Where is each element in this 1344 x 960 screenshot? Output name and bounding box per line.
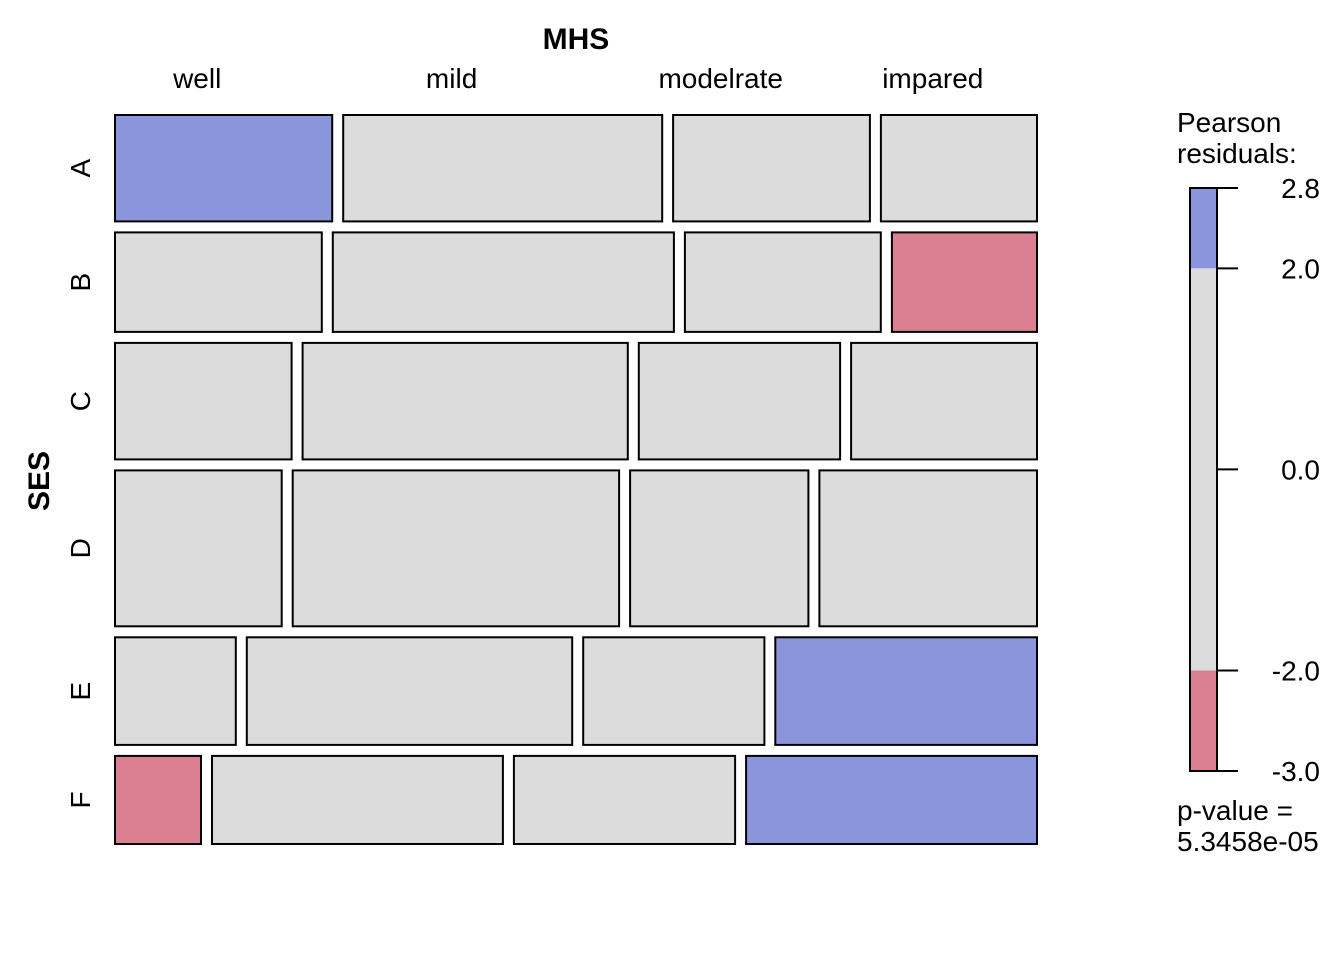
row-variable-label: SES xyxy=(23,451,56,511)
legend-color-bar xyxy=(1189,187,1218,772)
legend-tick-label: 0.0 xyxy=(1281,454,1320,485)
column-variable-label: MHS xyxy=(543,23,610,56)
row-label-C: C xyxy=(65,391,96,411)
legend-title-line1: Pearson xyxy=(1177,107,1281,138)
column-label-mild: mild xyxy=(426,63,477,94)
tile-B-well xyxy=(114,231,323,333)
legend-tick-label: 2.0 xyxy=(1281,253,1320,284)
legend-tick-label: -3.0 xyxy=(1272,756,1320,787)
tile-A-modelrate xyxy=(672,114,871,223)
p-value: 5.3458e-05 xyxy=(1177,826,1319,857)
column-label-modelrate: modelrate xyxy=(658,63,783,94)
legend-bar-frame xyxy=(1189,187,1218,772)
tile-C-mild xyxy=(301,341,629,461)
p-value-label: p-value = xyxy=(1177,795,1293,826)
tile-D-impared xyxy=(818,469,1039,628)
legend-tick-label: 2.8 xyxy=(1281,173,1320,204)
row-label-F: F xyxy=(65,791,96,808)
column-labels: well mild modelrate impared xyxy=(172,63,983,94)
row-label-E: E xyxy=(65,682,96,701)
legend-segment-negative xyxy=(1190,670,1217,771)
legend-ticks: 2.8 2.0 0.0 -2.0 -3.0 xyxy=(1217,173,1320,787)
tile-A-mild xyxy=(342,114,664,223)
legend-segment-positive xyxy=(1190,188,1217,269)
tile-F-mild xyxy=(211,754,504,846)
tile-F-impared xyxy=(745,754,1038,846)
tile-E-mild xyxy=(245,636,574,746)
row-label-B: B xyxy=(65,273,96,292)
tile-A-impared xyxy=(879,114,1039,223)
tile-A-well xyxy=(114,114,334,223)
tile-C-well xyxy=(114,341,293,461)
legend-title-line2: residuals: xyxy=(1177,138,1297,169)
tile-F-well xyxy=(114,754,202,846)
legend-tick-label: -2.0 xyxy=(1272,656,1320,687)
tile-D-mild xyxy=(291,469,621,628)
tile-E-modelrate xyxy=(582,636,766,746)
tile-B-modelrate xyxy=(683,231,882,333)
row-label-A: A xyxy=(65,159,96,178)
column-label-impared: impared xyxy=(882,63,983,94)
tile-D-well xyxy=(114,469,283,628)
tile-C-modelrate xyxy=(637,341,842,461)
tile-C-impared xyxy=(850,341,1038,461)
tile-D-modelrate xyxy=(629,469,810,628)
row-labels: A B C D E F xyxy=(65,159,96,809)
column-label-well: well xyxy=(172,63,221,94)
row-label-D: D xyxy=(65,538,96,558)
tile-B-mild xyxy=(331,231,675,333)
tile-E-impared xyxy=(774,636,1038,746)
legend-segment-neutral xyxy=(1190,268,1217,671)
tile-F-modelrate xyxy=(512,754,737,846)
tile-E-well xyxy=(114,636,237,746)
mosaic-tiles xyxy=(114,114,1039,846)
tile-B-impared xyxy=(890,231,1039,333)
residuals-legend: Pearson residuals: 2.8 2.0 0.0 -2.0 -3.0 p-v… xyxy=(1177,107,1320,857)
